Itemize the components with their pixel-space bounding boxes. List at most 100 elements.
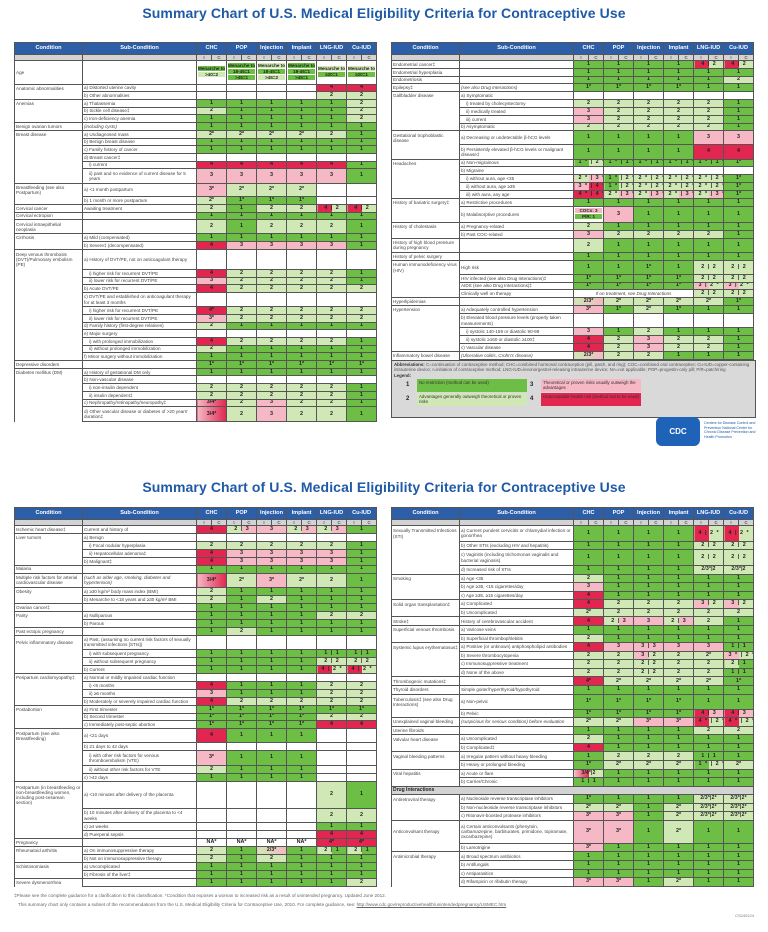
table-row: i) current 4 4 4 4 4 1 <box>14 160 378 170</box>
rating-cell: 1 <box>346 540 378 550</box>
method-header-pop: POP <box>602 42 635 55</box>
blank-cell <box>346 375 378 385</box>
table-row: i) without aura, age <352*|3*1*|2*2*|2*2… <box>391 174 755 184</box>
table-row: Antimicrobial therapy a) Broad spectrum a… <box>391 851 755 861</box>
blank-cell <box>316 772 348 782</box>
page-2-title: Summary Chart of U.S. Medical Eligibilit… <box>142 479 626 495</box>
rating-cell: 1 <box>196 233 227 243</box>
subcondition-cell: b) Other STIs (excluding HIV and hepatit… <box>459 540 574 551</box>
subcondition-cell: i) with prolonged immobilization <box>82 336 197 346</box>
rating-cell: 2 <box>663 106 695 116</box>
condition-cell: Postpartum (in breastfeeding or non-brea… <box>14 780 83 809</box>
rating-cell: 1 <box>633 734 665 744</box>
rating-cell: 1 <box>693 327 725 337</box>
rating-cell: 3 <box>573 114 604 124</box>
rating-cell: 1 <box>633 144 665 160</box>
rating-cell: 1 <box>723 625 755 635</box>
rating-cell: 1 <box>723 742 755 753</box>
rating-cell: 3 <box>256 548 288 558</box>
rating-cell: 2 <box>316 284 348 293</box>
blank-cell <box>225 375 258 385</box>
table-row: b) Migraine <box>391 166 755 176</box>
usmec-link[interactable]: http://www.cdc.gov/reproductivehealth/un… <box>356 902 507 907</box>
table-row: Systemic lupus erythematosus‡ a) Positive… <box>391 642 755 652</box>
rating-cell: 2 <box>316 268 348 278</box>
rating-cell: 1 <box>256 764 288 774</box>
method-header-implant: Implant <box>663 507 695 520</box>
split-rating-cell: 2*|2* <box>633 182 665 191</box>
rating-cell: 1 <box>633 802 665 813</box>
cdc-logo-text: Centers for Disease Control and Preventi… <box>704 421 756 439</box>
rating-cell: 2 <box>316 398 348 408</box>
legend-text-1: No restriction (method can be used) <box>417 378 527 392</box>
rating-cell: 2* <box>633 676 665 686</box>
subcondition-header: Sub-Condition <box>459 42 574 55</box>
abbreviations-label: Abbreviations: <box>394 362 425 367</box>
blank-cell <box>316 329 348 338</box>
eligibility-table-page1-right: Condition Sub-Condition CHC POP Injection Imp… <box>391 42 755 361</box>
rating-cell: 1 <box>256 680 288 690</box>
rating-cell: 3* <box>602 819 635 844</box>
rating-cell: 2* <box>256 182 288 198</box>
rating-cell: NA* <box>225 838 258 848</box>
rating-cell: 3 <box>573 229 604 239</box>
method-header-cu-iud: Cu-IUD <box>346 507 378 520</box>
subcondition-cell: (Ulcerative colitis, Crohn's disease) <box>459 350 574 361</box>
rating-cell: 4 <box>196 728 227 744</box>
table-row: b) 21 days to 42 days <box>14 742 378 752</box>
rating-cell: 2 <box>693 335 725 344</box>
subcondition-cell <box>82 360 197 369</box>
split-rating-cell: 4*|2* <box>693 717 725 727</box>
table-row: b) Second trimester 1* 1* 1* 1* 2 2 <box>14 712 378 722</box>
blank-cell <box>316 532 348 542</box>
subcondition-cell: b) Malabsorptive procedures <box>459 205 574 224</box>
subcondition-cell: a) <1 month postpartum <box>82 182 197 198</box>
rating-cell: 1 <box>286 595 318 604</box>
rating-cell: 1 <box>573 684 604 695</box>
subcondition-cell: b) Menarche to <18 years and ≥30 kg/m² B… <box>82 595 197 604</box>
condition-cell <box>391 166 460 175</box>
rating-cell: 2* <box>663 877 695 887</box>
rating-cell: 1 <box>723 229 755 239</box>
subcondition-cell: c) Immediately post-septic abortion <box>82 720 197 730</box>
rating-cell: 4 <box>573 642 604 652</box>
rating-cell: 3 <box>256 168 288 184</box>
subcondition-cell: c) ≥4 weeks <box>82 822 197 832</box>
rating-cell: 2* <box>693 297 725 307</box>
rating-cell: 1 <box>225 772 258 782</box>
blank-cell <box>256 532 288 542</box>
rating-cell: 1 <box>663 684 695 695</box>
rating-cell: 2 <box>196 321 227 331</box>
rating-cell: 1 <box>346 129 378 139</box>
rating-cell: 1 <box>633 549 665 567</box>
table-row: Uterine fibroids 1 1 1 1 2 2 <box>391 725 755 736</box>
header-row: Condition Sub-Condition CHC POP Injection Imp… <box>391 42 755 55</box>
rating-cell: 2* <box>286 572 318 589</box>
rating-cell: 2* <box>633 305 665 314</box>
rating-cell: 3 <box>286 241 318 250</box>
abbreviations-text: C=continuation of contraceptive method; … <box>394 362 750 373</box>
rating-cell: 1 <box>693 573 725 584</box>
rating-cell: 1 <box>693 842 725 853</box>
footnote-2: This summary chart only contains a subse… <box>18 902 506 907</box>
table-row: Cervical ectropion 1 1 1 1 1 1 <box>14 211 378 221</box>
rating-cell: 2 <box>256 284 288 293</box>
rating-cell: 1 <box>286 321 318 331</box>
split-rating-cell: 2|1 <box>316 846 348 856</box>
rating-cell: 1 <box>196 618 227 628</box>
rating-cell: 1 <box>573 525 604 542</box>
table-row: Postpartum (in breastfeeding or non-brea… <box>14 780 378 809</box>
rating-cell: 2 <box>286 383 318 392</box>
subcondition-cell: Clinically well on therapy <box>459 289 574 299</box>
rating-cell: 1 <box>633 590 665 601</box>
table-row: i) higher risk for recurrent DVT/PE 4 2 2 2 2… <box>14 268 378 278</box>
rating-cell: 2 <box>316 336 348 346</box>
rating-cell: 1 <box>256 728 288 744</box>
table-row: b) Non-vascular disease <box>14 375 378 385</box>
condition-cell: Epilepsy‡ <box>391 83 460 92</box>
rating-cell: 2 <box>256 268 288 278</box>
blank-cell <box>196 780 227 809</box>
condition-cell: Cervical cancer <box>14 203 83 213</box>
blank-cell <box>196 634 227 651</box>
